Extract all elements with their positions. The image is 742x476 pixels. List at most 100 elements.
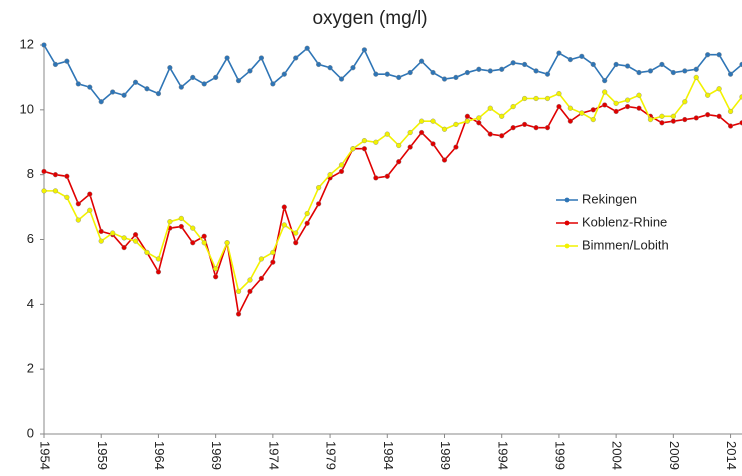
data-point (121, 245, 127, 251)
legend-marker (564, 197, 570, 203)
data-point (441, 76, 448, 82)
data-point (487, 131, 493, 137)
data-point (64, 58, 70, 64)
data-point (213, 274, 219, 280)
data-point (121, 92, 127, 98)
data-point (361, 138, 367, 144)
data-point (647, 68, 654, 74)
data-point (64, 173, 70, 179)
data-point (659, 61, 665, 68)
data-point (75, 217, 81, 223)
data-point (41, 168, 47, 175)
data-point (235, 288, 242, 294)
data-point (682, 68, 688, 74)
data-point (419, 58, 425, 64)
data-point (693, 115, 699, 121)
data-point (316, 185, 322, 191)
data-point (670, 113, 676, 119)
data-point (110, 230, 116, 236)
data-point (670, 118, 676, 124)
data-point (602, 78, 608, 84)
data-point (487, 105, 493, 111)
data-point (213, 266, 219, 272)
data-point (361, 146, 367, 152)
data-point (430, 69, 436, 76)
y-tick-label: 4 (27, 296, 34, 311)
data-point (396, 159, 402, 165)
data-point (224, 55, 230, 61)
y-tick-label: 6 (27, 231, 34, 246)
x-tick-label: 1954 (38, 441, 53, 470)
data-point (613, 61, 619, 68)
data-point (567, 105, 573, 111)
legend-marker (564, 220, 570, 226)
data-point (373, 175, 379, 181)
data-point (533, 68, 539, 74)
data-point (464, 113, 470, 119)
x-tick-label: 1974 (266, 441, 281, 470)
data-point (270, 81, 276, 87)
y-tick-label: 2 (27, 361, 34, 376)
data-point (190, 74, 196, 81)
data-point (87, 84, 93, 90)
data-point (567, 56, 573, 63)
series-line (43, 104, 742, 317)
legend-label: Koblenz-Rhine (582, 214, 667, 229)
data-point (521, 95, 528, 102)
data-point (396, 142, 402, 149)
data-point (510, 125, 516, 131)
data-point (464, 69, 470, 76)
data-point (52, 188, 59, 194)
data-point (613, 100, 619, 106)
data-point (430, 118, 436, 124)
data-point (590, 61, 596, 68)
data-point (144, 86, 150, 92)
data-point (384, 71, 390, 77)
data-point (132, 232, 139, 238)
data-point (567, 118, 573, 124)
data-point (407, 69, 413, 76)
data-point (235, 311, 242, 317)
data-point (98, 228, 104, 234)
data-point (247, 68, 253, 74)
data-point (556, 50, 562, 56)
data-point (293, 55, 299, 61)
data-point (144, 249, 150, 256)
x-tick-label: 1984 (381, 441, 396, 470)
data-point (281, 71, 287, 77)
data-point (41, 188, 47, 194)
data-point (659, 113, 665, 119)
data-point (613, 108, 619, 115)
data-point (716, 52, 722, 58)
data-point (235, 78, 242, 84)
data-point (373, 139, 379, 145)
data-point (98, 238, 104, 244)
data-point (602, 89, 608, 95)
data-point (361, 47, 367, 53)
legend-label: Bimmen/Lobith (582, 237, 669, 252)
data-point (453, 144, 459, 150)
data-point (87, 191, 93, 197)
data-point (705, 52, 711, 58)
data-point (636, 92, 642, 98)
data-point (338, 76, 345, 82)
x-tick-label: 1964 (152, 441, 167, 470)
legend-label: Rekingen (582, 191, 637, 206)
data-point (316, 201, 322, 207)
data-point (270, 249, 276, 256)
data-point (499, 113, 505, 119)
y-tick-label: 0 (27, 425, 34, 440)
data-point (155, 256, 162, 262)
data-point (167, 65, 173, 71)
data-point (441, 126, 448, 132)
data-point (224, 240, 230, 246)
data-point (659, 120, 665, 126)
data-point (52, 61, 59, 68)
data-point (75, 201, 81, 207)
data-point (670, 69, 676, 76)
data-point (430, 141, 436, 147)
data-point (453, 121, 459, 128)
data-point (132, 79, 139, 85)
data-point (178, 223, 184, 230)
